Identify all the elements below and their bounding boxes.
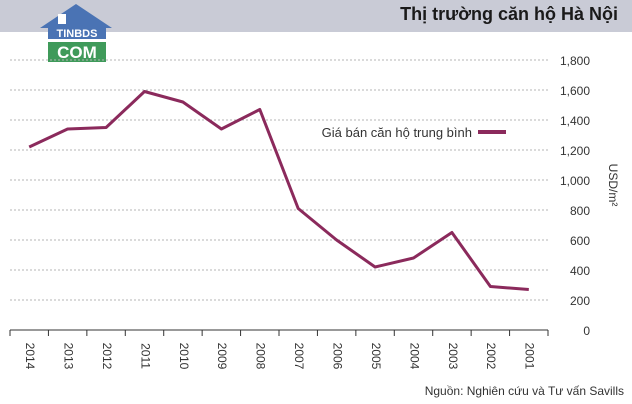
- legend-label: Giá bán căn hộ trung bình: [322, 125, 472, 140]
- series-line: [28, 90, 529, 291]
- y-axis-ticks: 0 200 400 600 800 1,000 1,200 1,400 1,600 1,800: [560, 54, 590, 338]
- y-tick-label: 1,600: [560, 84, 590, 98]
- x-tick-label: 2009: [215, 343, 229, 370]
- x-tick-label: 2007: [292, 343, 306, 370]
- logo-bottom-text: COM: [57, 43, 97, 62]
- tinbds-logo: TINBDS COM: [40, 4, 112, 62]
- x-tick-label: 2013: [61, 343, 75, 370]
- y-axis-label: USD/m²: [606, 164, 620, 207]
- x-tick-label: 2012: [100, 343, 114, 370]
- x-axis-ticks: 2014 2013 2012 2011 2010 2009 2008 2007 2006 2005…: [9, 330, 549, 370]
- y-tick-label: 600: [570, 234, 590, 248]
- x-tick-label: 2005: [369, 343, 383, 370]
- y-tick-label: 400: [570, 264, 590, 278]
- y-tick-label: 800: [570, 204, 590, 218]
- x-tick-label: 2002: [484, 343, 498, 370]
- x-tick-label: 2004: [407, 343, 421, 370]
- x-tick-label: 2011: [138, 343, 152, 369]
- x-tick-label: 2014: [23, 343, 37, 370]
- x-tick-label: 2010: [177, 343, 191, 370]
- x-tick-label: 2003: [446, 343, 460, 370]
- y-tick-label: 1,800: [560, 54, 590, 68]
- y-tick-label: 0: [583, 324, 590, 338]
- y-tick-label: 1,000: [560, 174, 590, 188]
- x-tick-label: 2008: [254, 343, 268, 370]
- y-tick-label: 1,400: [560, 114, 590, 128]
- y-tick-label: 1,200: [560, 144, 590, 158]
- x-tick-label: 2001: [523, 343, 537, 370]
- y-tick-label: 200: [570, 294, 590, 308]
- source-note: Nguồn: Nghiên cứu và Tư vấn Savills: [424, 384, 624, 398]
- chart-title: Thị trường căn hộ Hà Nội: [400, 4, 618, 24]
- series-lines: [28, 90, 529, 291]
- y-axis-label-group: USD/m²: [606, 164, 620, 207]
- logo-top-text: TINBDS: [57, 28, 98, 40]
- legend: Giá bán căn hộ trung bình: [322, 125, 506, 140]
- x-tick-label: 2006: [330, 343, 344, 370]
- grid-lines: [10, 59, 548, 331]
